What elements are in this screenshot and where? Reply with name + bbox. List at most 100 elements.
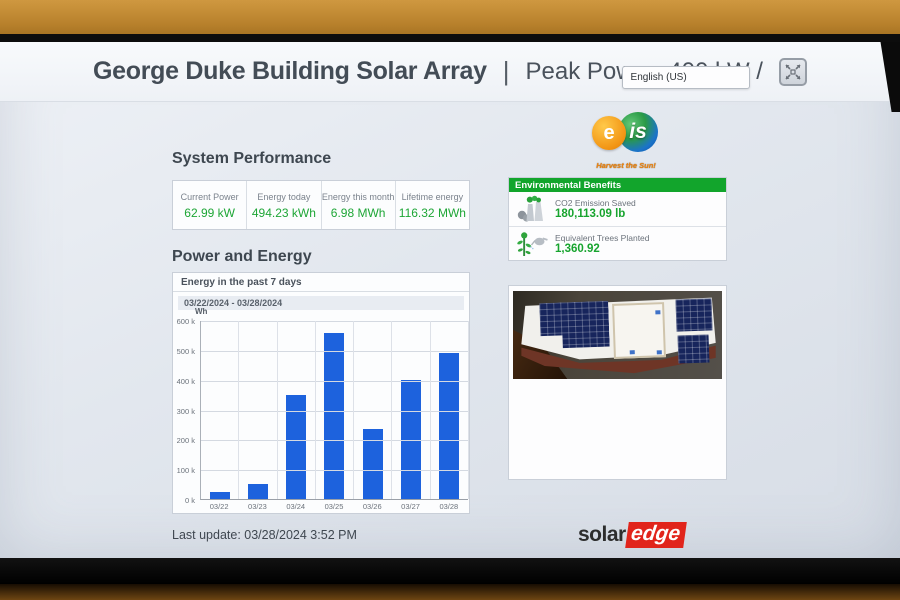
y-axis-tick-label: 500 k (176, 346, 195, 356)
photo-rooftop-unit (612, 302, 667, 359)
tv-bezel-bottom (0, 558, 900, 584)
bar-series (201, 321, 468, 499)
y-axis-tick-label: 400 k (176, 376, 195, 386)
x-axis-tick-label: 03/24 (286, 502, 306, 511)
y-axis-unit-label: Wh (195, 307, 208, 316)
expand-arrows-icon (785, 63, 801, 80)
gridline (314, 321, 316, 499)
bar-slot (392, 379, 430, 499)
y-axis-tick-label: 100 k (176, 466, 195, 476)
env-benefit-texts: CO2 Emission Saved 180,113.09 lb (555, 198, 636, 220)
env-benefit-label: Equivalent Trees Planted (555, 232, 650, 243)
energy-chart-panel: Energy in the past 7 days 03/22/2024 - 0… (172, 272, 470, 514)
bar-slot (201, 491, 239, 499)
page-title: George Duke Building Solar Array (93, 57, 487, 85)
title-separator: | (502, 56, 510, 86)
photo-solar-array-right-upper (675, 298, 713, 332)
gridline (201, 350, 468, 352)
metric-value: 116.32 MWh (398, 206, 466, 220)
fullscreen-button[interactable] (778, 57, 807, 86)
x-axis-tick-label: 03/27 (401, 502, 420, 511)
metric-label: Energy this month (321, 192, 395, 202)
metric-cell: Energy today 494.23 kWh (247, 181, 322, 229)
title-bar: George Duke Building Solar Array | Peak … (0, 42, 900, 102)
env-list: CO2 Emission Saved 180,113.09 lb Equivalen… (509, 192, 726, 260)
wall-bottom (0, 584, 900, 600)
gridline (391, 321, 393, 499)
system-metrics: Current Power 62.99 kW Energy today 494.23 … (172, 180, 470, 230)
metric-label: Lifetime energy (401, 192, 464, 202)
x-axis-tick-label: 03/25 (324, 502, 344, 511)
env-benefit-row: CO2 Emission Saved 180,113.09 lb (509, 192, 726, 226)
eis-logo: is e Harvest the Sun! (590, 112, 662, 170)
environmental-benefits-header: Environmental Benefits (509, 178, 726, 192)
language-selector-value: English (US) (630, 71, 687, 83)
metric-value: 494.23 kWh (251, 206, 316, 220)
metric-value: 62.99 kW (184, 206, 235, 220)
env-benefit-value: 1,360.92 (555, 242, 600, 255)
env-benefit-value: 180,113.09 lb (555, 208, 626, 220)
metric-cell: Current Power 62.99 kW (173, 181, 248, 229)
bar-slot (277, 394, 315, 499)
x-axis-tick-label: 03/26 (362, 502, 382, 511)
system-performance-heading: System Performance (172, 150, 332, 167)
y-axis-tick-label: 0 k (184, 496, 195, 505)
gridline (468, 321, 469, 499)
y-axis: 0 k 100 k 200 k 300 k 400 k 500 k 600 k (173, 317, 197, 505)
last-update-text: Last update: 03/28/2024 3:52 PM (172, 528, 357, 542)
tv-bezel-top (0, 34, 900, 42)
gridline (276, 321, 278, 499)
x-axis-tick-label: 03/28 (439, 502, 459, 511)
metric-cell: Lifetime energy 116.32 MWh (396, 181, 469, 229)
power-and-energy-heading: Power and Energy (172, 248, 312, 265)
bar-slot (354, 428, 392, 499)
bar (362, 428, 383, 499)
photo-solar-array-right-lower (677, 334, 710, 364)
metric-value: 6.98 MWh (330, 206, 386, 220)
bar (324, 333, 345, 499)
y-axis-tick-label: 300 k (176, 406, 195, 416)
x-axis: 03/22 03/23 03/24 03/25 03/26 03/27 03/28 (200, 502, 468, 514)
gridline (201, 410, 468, 412)
bar (210, 491, 231, 499)
x-axis-tick-label: 03/23 (248, 502, 267, 511)
bar-slot (315, 333, 353, 499)
site-aerial-photo (513, 291, 722, 379)
peak-power-title: Peak Power: 400 kW / English (US) (526, 58, 763, 89)
env-benefit-texts: Equivalent Trees Planted 1,360.92 (555, 233, 650, 255)
factory-co2-icon (515, 195, 551, 223)
site-photo-panel (508, 285, 727, 480)
bar (400, 379, 421, 499)
wall-top (0, 0, 900, 34)
chart-title: Energy in the past 7 days (173, 273, 469, 292)
metric-cell: Energy this month 6.98 MWh (322, 181, 396, 229)
solaredge-logo: solar edge (578, 522, 687, 548)
metric-label: Energy today (257, 192, 311, 202)
eis-globe-text: is (629, 120, 647, 143)
eis-e-icon: e (592, 116, 626, 150)
environmental-benefits-panel: Environmental Benefits CO2 Emission Save… (508, 177, 727, 261)
metric-label: Current Power (180, 192, 239, 202)
tree-planting-icon (515, 230, 551, 258)
chart-date-range: 03/22/2024 - 03/28/2024 (178, 296, 464, 310)
gridline (353, 321, 355, 499)
gridline (429, 321, 431, 499)
eis-tagline: Harvest the Sun! (596, 161, 656, 170)
bar (286, 394, 307, 499)
gridline (201, 380, 468, 382)
env-benefit-label: CO2 Emission Saved (555, 198, 636, 208)
solaredge-logo-edge: edge (624, 522, 687, 548)
language-selector[interactable]: English (US) (621, 65, 750, 89)
bar-slot (239, 484, 277, 499)
gridline (201, 470, 468, 472)
y-axis-tick-label: 200 k (176, 436, 195, 446)
gridline (238, 321, 240, 499)
gridline (201, 321, 468, 322)
gridline (201, 440, 468, 442)
chart-plot-area (200, 321, 469, 500)
bar-slot (430, 352, 468, 499)
dashboard-screen: George Duke Building Solar Array | Peak … (0, 42, 900, 558)
bar (248, 484, 269, 499)
x-axis-tick-label: 03/22 (209, 502, 229, 511)
